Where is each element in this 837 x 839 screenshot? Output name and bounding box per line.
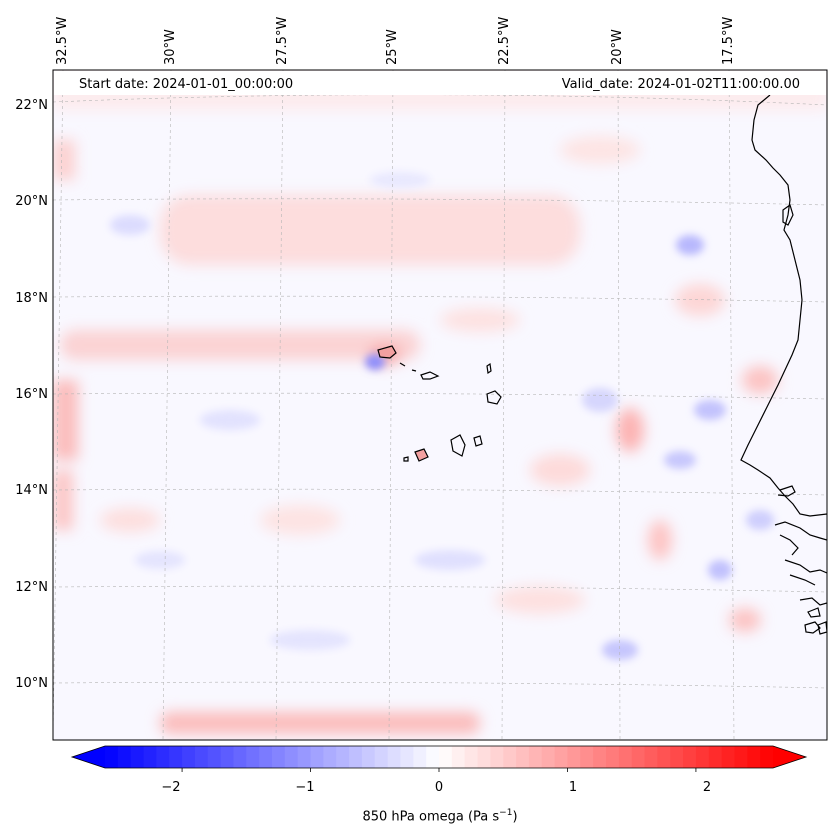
colorbar-segment xyxy=(130,746,145,768)
colorbar-segment xyxy=(490,746,504,768)
lon-label: 27.5°W xyxy=(275,16,290,65)
colorbar-segment xyxy=(477,746,491,768)
lat-label: 10°N xyxy=(15,676,48,691)
colorbar-segment xyxy=(105,746,119,768)
lat-label: 12°N xyxy=(15,580,48,595)
colorbar-segment xyxy=(297,746,312,768)
colorbar-label: 850 hPa omega (Pa s−1) xyxy=(0,808,837,824)
lat-label: 16°N xyxy=(15,387,48,402)
lon-label: 22.5°W xyxy=(497,16,512,65)
lat-label: 18°N xyxy=(15,291,48,306)
colorbar-tick-label: 2 xyxy=(702,780,712,795)
colorbar-tick-marks xyxy=(181,768,697,772)
colorbar-segment xyxy=(182,746,196,768)
colorbar-segment xyxy=(670,746,684,768)
colorbar-segment xyxy=(451,746,466,768)
positive-omega-regions xyxy=(53,70,827,734)
colorbar-segment xyxy=(413,746,427,768)
colorbar-segment xyxy=(194,746,209,768)
colorbar-segment xyxy=(734,746,748,768)
colorbar-segment xyxy=(747,746,761,768)
colorbar-segment xyxy=(439,746,453,768)
colorbar-segment xyxy=(117,746,132,768)
colorbar-segments xyxy=(105,746,774,768)
cabo-verde-islands xyxy=(377,345,502,462)
colorbar-segment xyxy=(760,746,774,768)
colorbar-tick-label: 1 xyxy=(568,780,578,795)
colorbar-segment xyxy=(554,746,569,768)
colorbar-segment xyxy=(528,746,543,768)
lat-label: 14°N xyxy=(15,483,48,498)
colorbar-segment xyxy=(310,746,324,768)
colorbar-tick-label: −1 xyxy=(295,780,315,795)
colorbar-outline xyxy=(70,745,808,769)
colorbar-segment xyxy=(516,746,530,768)
colorbar-segment xyxy=(708,746,723,768)
colorbar-extend-high xyxy=(773,746,806,768)
colorbar-segment xyxy=(169,746,183,768)
colorbar-label-exponent: −1 xyxy=(499,808,513,818)
start-date-label: Start date: 2024-01-01_00:00:00 xyxy=(79,77,294,92)
colorbar-segment xyxy=(464,746,479,768)
colorbar-segment xyxy=(259,746,273,768)
graticule xyxy=(53,70,827,740)
colorbar-segment xyxy=(220,746,235,768)
colorbar-extend-low xyxy=(72,746,105,768)
colorbar-segment xyxy=(593,746,607,768)
colorbar-segment xyxy=(631,746,646,768)
colorbar-segment xyxy=(721,746,736,768)
colorbar-segment xyxy=(374,746,389,768)
header-strip xyxy=(54,71,826,95)
lat-label: 22°N xyxy=(15,98,48,113)
colorbar-tick-label: −2 xyxy=(161,780,181,795)
lon-label: 32.5°W xyxy=(55,16,70,65)
colorbar-segment xyxy=(336,746,350,768)
colorbar-segment xyxy=(156,746,170,768)
colorbar-segment xyxy=(618,746,633,768)
valid-date-label: Valid_date: 2024-01-02T11:00:00.00 xyxy=(561,77,800,92)
colorbar-segment xyxy=(683,746,697,768)
colorbar-segment xyxy=(503,746,517,768)
colorbar-segment xyxy=(657,746,671,768)
colorbar-segment xyxy=(272,746,286,768)
colorbar-segment xyxy=(233,746,247,768)
colorbar-segment xyxy=(284,746,299,768)
colorbar-segment xyxy=(323,746,337,768)
west-africa-coastline xyxy=(740,94,827,635)
colorbar-segment xyxy=(400,746,414,768)
colorbar-segment xyxy=(361,746,376,768)
colorbar-segment xyxy=(606,746,620,768)
map-frame xyxy=(52,69,828,741)
lon-label: 30°W xyxy=(163,29,178,65)
colorbar-segment xyxy=(387,746,402,768)
negative-omega-regions xyxy=(110,172,774,660)
colorbar-segment xyxy=(426,746,440,768)
colorbar-segment xyxy=(143,746,157,768)
colorbar-segment xyxy=(541,746,556,768)
colorbar-label-main: 850 hPa omega (Pa s xyxy=(362,809,500,825)
colorbar-segment xyxy=(580,746,594,768)
colorbar-segment xyxy=(207,746,222,768)
colorbar-segment xyxy=(567,746,581,768)
colorbar-segment xyxy=(246,746,260,768)
lon-label: 20°W xyxy=(610,29,625,65)
omega-field xyxy=(53,70,827,740)
colorbar-segment xyxy=(695,746,710,768)
colorbar xyxy=(70,745,808,772)
lon-label: 25°W xyxy=(385,29,400,65)
colorbar-tick-label: 0 xyxy=(434,780,444,795)
lon-label: 17.5°W xyxy=(721,16,736,65)
colorbar-segment xyxy=(644,746,658,768)
colorbar-segment xyxy=(349,746,363,768)
colorbar-label-end: ) xyxy=(512,809,518,825)
lat-label: 20°N xyxy=(15,194,48,209)
